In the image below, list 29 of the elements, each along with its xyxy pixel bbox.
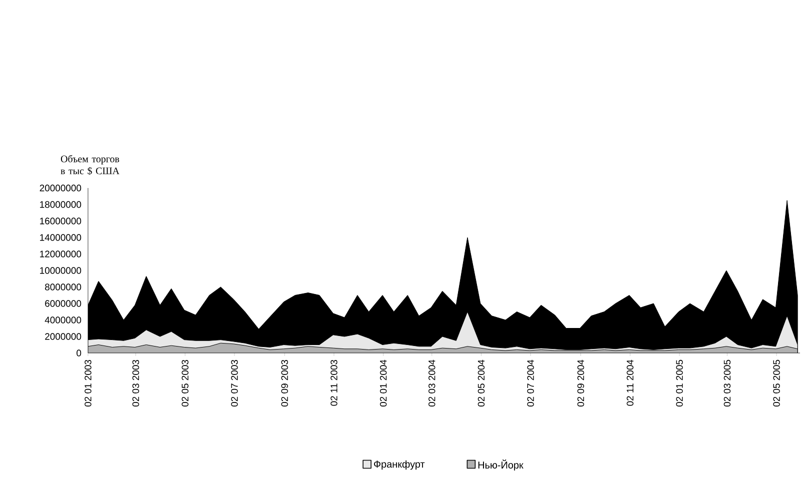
- x-tick-label: 02 05 2003: [182, 360, 188, 407]
- x-tick-label: 02 11 2004: [626, 360, 634, 406]
- y-tick-label: 4000000: [44, 316, 82, 324]
- x-tick-label: 02 05 2004: [478, 360, 485, 407]
- y-tick-label: 10000000: [40, 267, 82, 274]
- y-tick-label: 16000000: [40, 218, 82, 224]
- y-tick-label: 14000000: [40, 234, 82, 241]
- legend-label: Нью-Йорк: [478, 459, 524, 471]
- y-tick-label: 12000000: [40, 250, 82, 258]
- y-tick-label: 6000000: [45, 300, 82, 307]
- x-tick-label: 02 09 2004: [577, 360, 584, 407]
- x-tick-label: 02 03 2003: [132, 360, 140, 407]
- x-tick-label: 02 05 2005: [773, 360, 780, 407]
- x-tick-label: 02 01 2003: [84, 360, 92, 407]
- legend-label: Франкфурт: [374, 460, 425, 470]
- x-tick-label: 02 11 2003: [330, 360, 338, 406]
- y-tick-label: 0: [76, 350, 82, 356]
- y-axis-title: Объем торгов в тыс $ США: [60, 155, 120, 175]
- x-tick-label: 02 03 2004: [428, 360, 436, 407]
- y-tick-label: 18000000: [40, 201, 82, 208]
- x-tick-label: 02 09 2003: [281, 360, 288, 407]
- x-tick-label: 02 01 2004: [380, 360, 387, 407]
- x-tick-label: 02 07 2004: [527, 360, 534, 407]
- y-tick-label: 20000000: [40, 184, 82, 192]
- y-tick-label: 8000000: [45, 284, 82, 290]
- x-tick-label: 02 01 2005: [676, 360, 683, 407]
- y-tick-label: 2000000: [45, 333, 82, 340]
- x-tick-label: 02 07 2003: [231, 360, 238, 407]
- x-tick-label: 02 03 2005: [724, 360, 731, 407]
